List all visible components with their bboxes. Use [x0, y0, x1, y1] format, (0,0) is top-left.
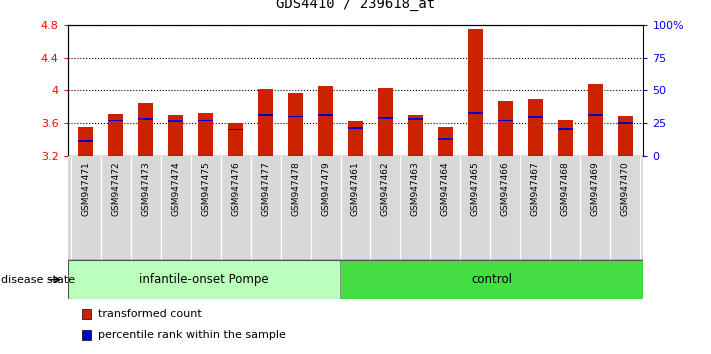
Bar	[228, 123, 243, 156]
Text: GSM947464: GSM947464	[441, 161, 450, 216]
Bar	[78, 127, 93, 156]
Bar	[558, 128, 573, 130]
Text: GDS4410 / 239618_at: GDS4410 / 239618_at	[276, 0, 435, 11]
Text: GSM947473: GSM947473	[141, 161, 150, 216]
Text: GSM947466: GSM947466	[501, 161, 510, 216]
Text: GSM947477: GSM947477	[261, 161, 270, 216]
Text: GSM947472: GSM947472	[111, 161, 120, 216]
Bar	[198, 113, 213, 156]
Bar	[498, 120, 513, 121]
Bar	[288, 115, 303, 118]
Bar	[318, 86, 333, 156]
Text: control: control	[471, 273, 513, 286]
Bar	[618, 116, 633, 156]
Text: GSM947478: GSM947478	[291, 161, 300, 216]
Bar	[138, 103, 153, 156]
Bar	[438, 138, 453, 140]
Bar	[468, 112, 483, 114]
Bar	[408, 115, 423, 156]
Text: GSM947479: GSM947479	[321, 161, 330, 216]
Bar	[348, 127, 363, 129]
Text: GSM947463: GSM947463	[411, 161, 420, 216]
Text: transformed count: transformed count	[98, 309, 202, 319]
Text: GSM947461: GSM947461	[351, 161, 360, 216]
Text: GSM947462: GSM947462	[381, 161, 390, 216]
Text: GSM947476: GSM947476	[231, 161, 240, 216]
Bar	[168, 120, 183, 122]
Bar	[528, 99, 543, 156]
Bar	[378, 88, 393, 156]
Bar	[138, 118, 153, 120]
Bar	[68, 260, 341, 299]
Text: infantile-onset Pompe: infantile-onset Pompe	[139, 273, 269, 286]
Bar	[378, 117, 393, 119]
Text: GSM947475: GSM947475	[201, 161, 210, 216]
Bar	[198, 120, 213, 121]
Text: GSM947465: GSM947465	[471, 161, 480, 216]
Text: GSM947471: GSM947471	[81, 161, 90, 216]
Bar	[588, 114, 603, 116]
Bar	[258, 90, 273, 156]
Bar	[78, 140, 93, 142]
Bar	[498, 101, 513, 156]
Bar	[588, 84, 603, 156]
Text: GSM947474: GSM947474	[171, 161, 180, 216]
Text: percentile rank within the sample: percentile rank within the sample	[98, 330, 286, 340]
Bar	[318, 114, 333, 116]
Bar	[168, 115, 183, 156]
Bar	[528, 116, 543, 118]
Text: GSM947467: GSM947467	[531, 161, 540, 216]
Bar	[288, 93, 303, 156]
Bar	[348, 121, 363, 156]
Bar	[558, 120, 573, 156]
Text: disease state: disease state	[1, 275, 75, 285]
Bar	[468, 29, 483, 156]
Bar	[408, 118, 423, 120]
Bar	[108, 114, 123, 156]
Bar	[258, 114, 273, 116]
Bar	[618, 122, 633, 124]
Bar	[341, 260, 643, 299]
Bar	[438, 127, 453, 156]
Bar	[108, 120, 123, 121]
Text: GSM947468: GSM947468	[561, 161, 570, 216]
Text: GSM947469: GSM947469	[591, 161, 600, 216]
Text: GSM947470: GSM947470	[621, 161, 630, 216]
Bar	[228, 129, 243, 131]
